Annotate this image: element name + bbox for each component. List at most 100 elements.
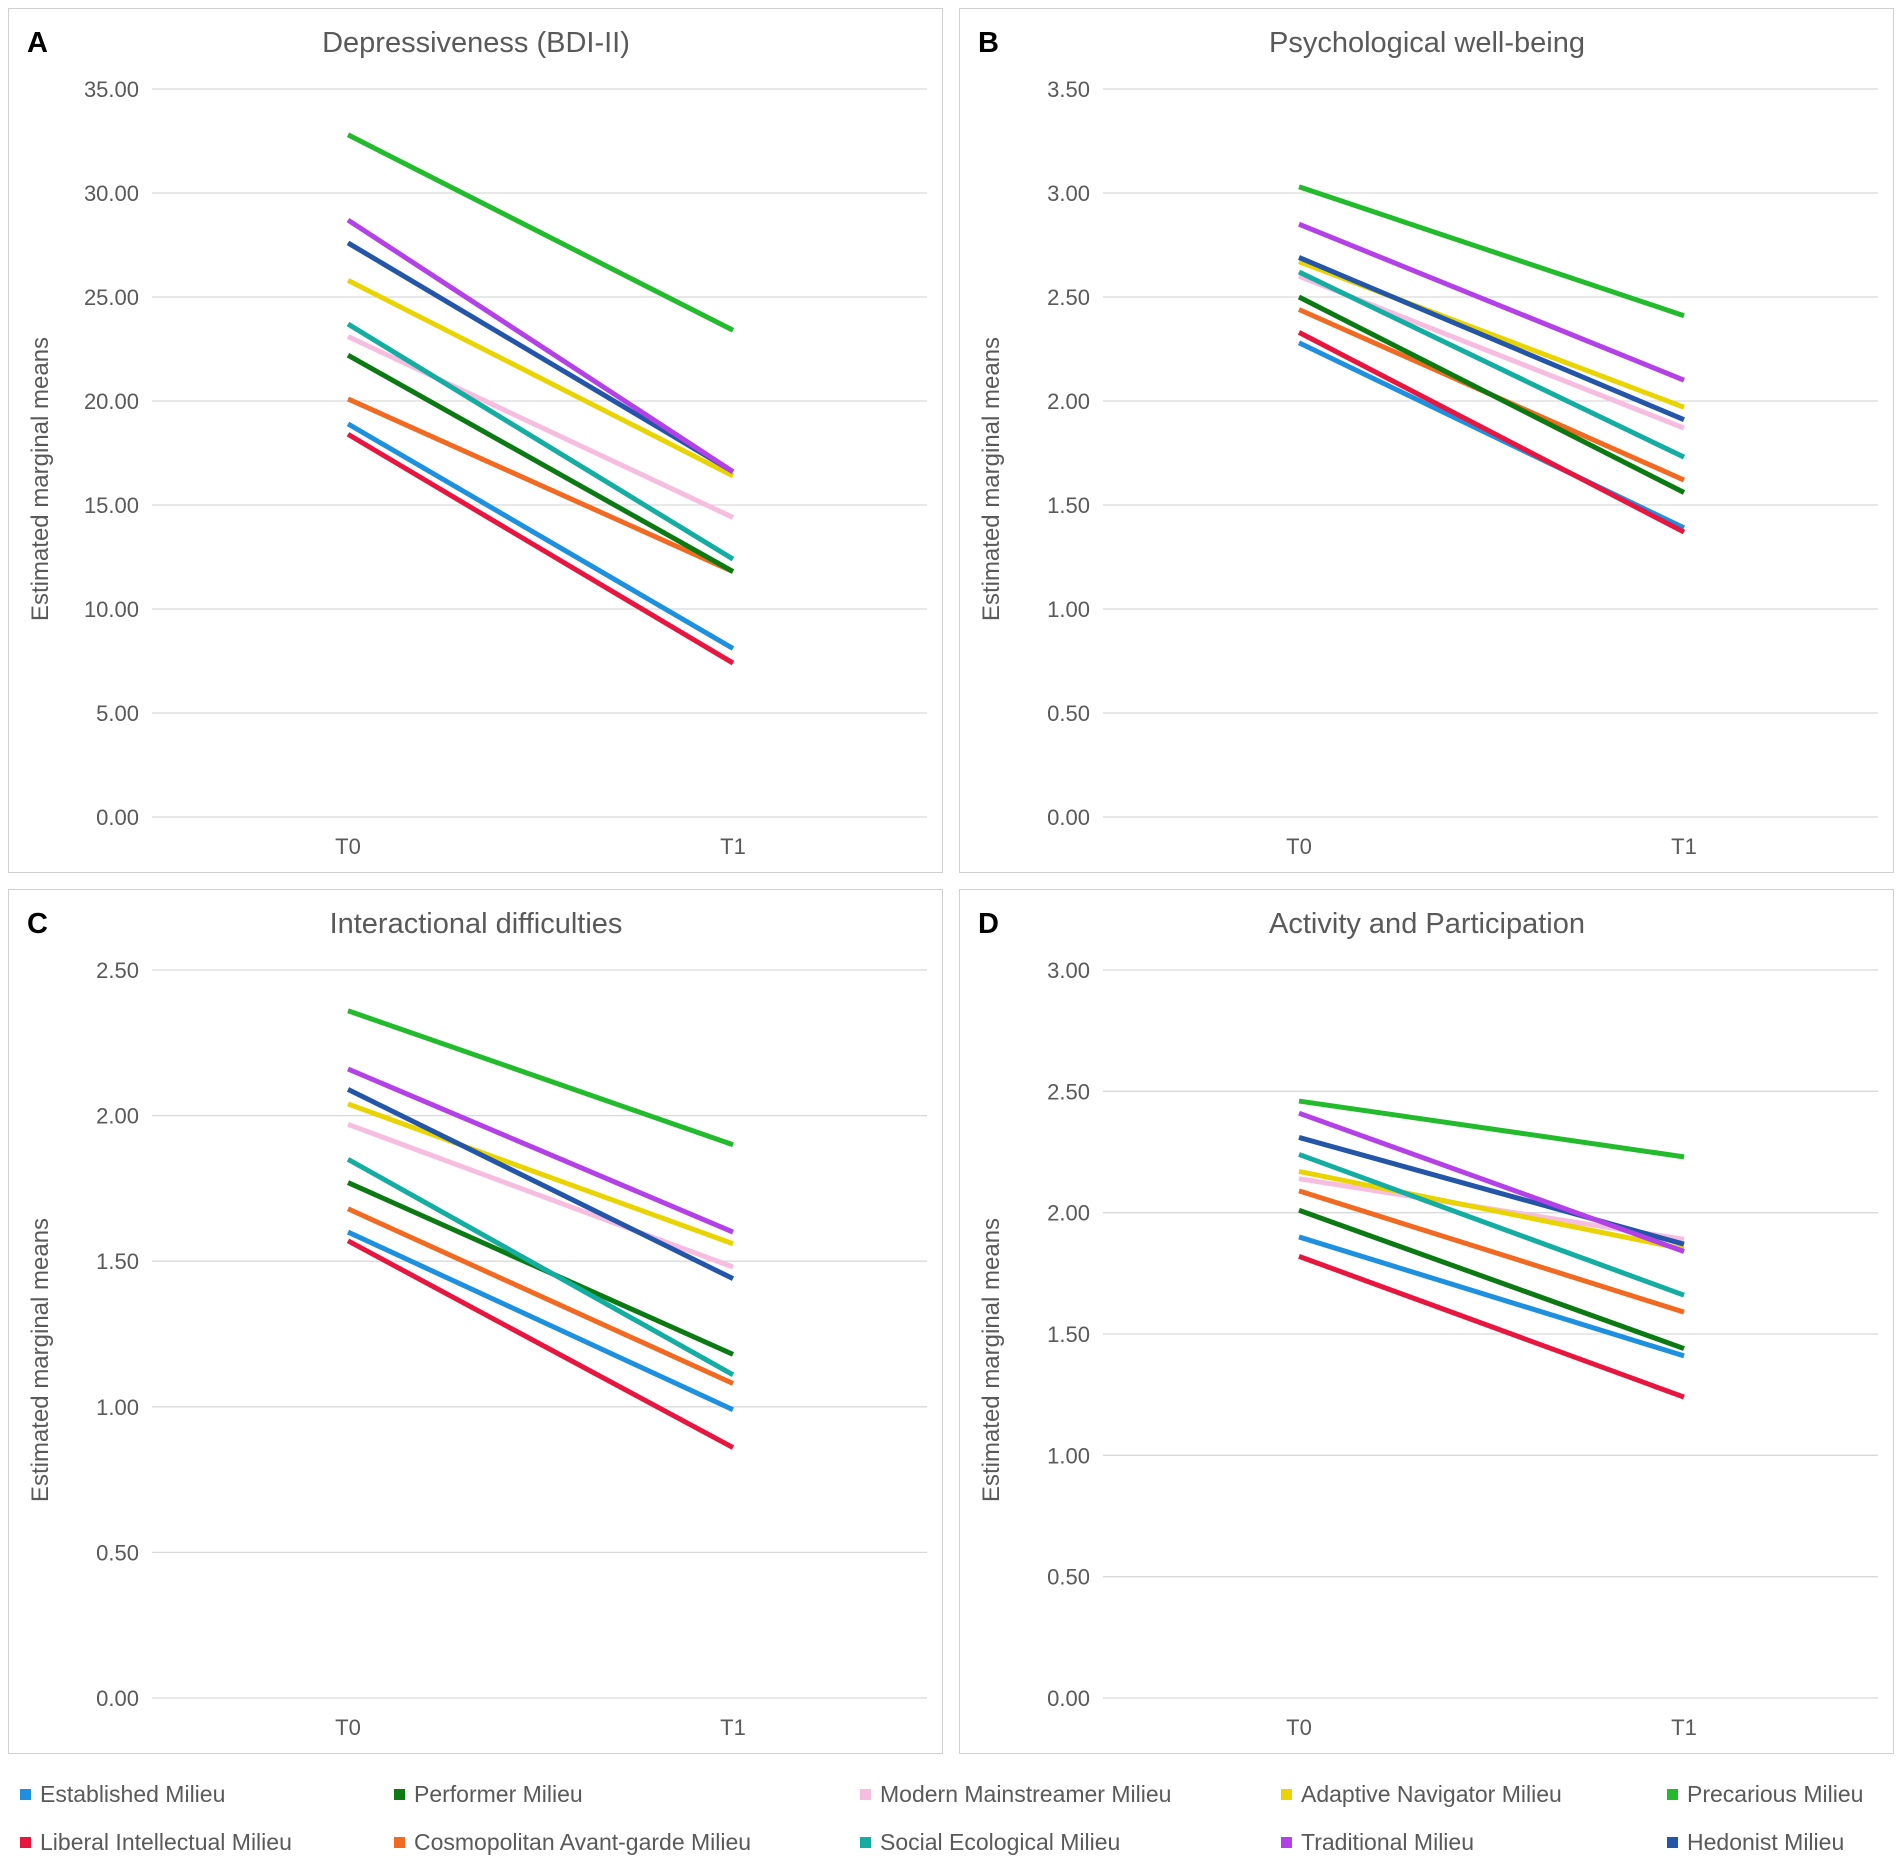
y-tick-label: 35.00	[84, 77, 139, 102]
x-tick-label: T1	[720, 834, 746, 859]
series-line-social-ecological-milieu	[1297, 269, 1686, 460]
y-tick-label: 0.50	[1047, 1565, 1090, 1590]
series-line-adaptive-navigator-milieu	[1298, 1168, 1685, 1252]
series-line-performer-milieu	[1297, 294, 1686, 495]
y-tick-label: 2.00	[1047, 1201, 1090, 1226]
y-tick-label: 3.00	[1047, 181, 1090, 206]
chart-svg-c: C Interactional difficulties Estimated mar…	[27, 908, 927, 1740]
series-line-modern-mainstreamer-milieu	[347, 1121, 734, 1270]
legend-label: Hedonist Milieu	[1687, 1829, 1845, 1855]
panel-letter: B	[978, 27, 999, 59]
series-line-performer-milieu	[1298, 1207, 1685, 1351]
chart-panel-a: A Depressiveness (BDI-II) Estimated margin…	[8, 8, 943, 873]
chart-title: Interactional difficulties	[330, 908, 623, 940]
y-tick-label: 15.00	[84, 493, 139, 518]
legend-label: Liberal Intellectual Milieu	[40, 1829, 292, 1855]
chart-title: Psychological well-being	[1269, 27, 1585, 59]
legend-item: Precarious Milieu	[1667, 1781, 1863, 1808]
legend-item: Traditional Milieu	[1281, 1829, 1474, 1856]
series-line-modern-mainstreamer-milieu	[346, 334, 735, 520]
x-tick-label: T1	[1671, 834, 1697, 859]
chart-panel-b: B Psychological well-being Estimated margi…	[959, 8, 1894, 873]
legend-swatch	[1281, 1789, 1292, 1800]
y-tick-label: 5.00	[96, 701, 139, 726]
series-line-hedonist-milieu	[346, 1087, 735, 1281]
y-tick-label: 1.00	[1047, 1443, 1090, 1468]
series-line-precarious-milieu	[1298, 184, 1685, 319]
y-tick-label: 25.00	[84, 285, 139, 310]
legend-label: Cosmopolitan Avant-garde Milieu	[414, 1829, 752, 1855]
legend-label: Social Ecological Milieu	[880, 1829, 1121, 1855]
series-line-adaptive-navigator-milieu	[346, 278, 735, 479]
series-line-social-ecological-milieu	[346, 1157, 735, 1377]
series-line-liberal-intellectual-milieu	[1298, 1253, 1685, 1400]
legend-label: Precarious Milieu	[1687, 1781, 1864, 1807]
legend-label: Traditional Milieu	[1301, 1829, 1474, 1855]
x-tick-label: T0	[1286, 1715, 1312, 1740]
y-tick-label: 2.50	[96, 958, 139, 983]
legend-swatch	[394, 1789, 405, 1800]
y-axis-label: Estimated marginal means	[978, 337, 1005, 621]
y-tick-label: 1.50	[1047, 1322, 1090, 1347]
y-axis-label: Estimated marginal means	[27, 1218, 54, 1502]
series-line-traditional-milieu	[1298, 221, 1685, 383]
x-tick-label: T1	[1671, 1715, 1697, 1740]
chart-panel-d: D Activity and Participation Estimated mar…	[959, 889, 1894, 1754]
chart-panel-c: C Interactional difficulties Estimated mar…	[8, 889, 943, 1754]
legend-item: Modern Mainstreamer Milieu	[860, 1781, 1171, 1808]
legend-item: Performer Milieu	[394, 1781, 583, 1808]
x-tick-label: T0	[1286, 834, 1312, 859]
y-tick-label: 10.00	[84, 597, 139, 622]
y-tick-label: 2.50	[1047, 285, 1090, 310]
y-tick-label: 1.50	[96, 1249, 139, 1274]
series-line-cosmopolitan-avant-garde-milieu	[346, 396, 735, 574]
y-tick-label: 1.50	[1047, 493, 1090, 518]
chart-title: Activity and Participation	[1269, 908, 1585, 940]
series-line-traditional-milieu	[347, 1066, 734, 1235]
y-tick-label: 0.00	[1047, 805, 1090, 830]
legend: Established Milieu Performer Milieu Modern…	[0, 1772, 1902, 1861]
legend-swatch	[1667, 1837, 1678, 1848]
series-line-precarious-milieu	[347, 1008, 734, 1148]
y-tick-label: 0.50	[96, 1540, 139, 1565]
y-tick-label: 20.00	[84, 389, 139, 414]
series-line-social-ecological-milieu	[1298, 1152, 1685, 1298]
series-line-liberal-intellectual-milieu	[346, 1238, 735, 1450]
panel-letter: C	[27, 908, 48, 940]
y-tick-label: 30.00	[84, 181, 139, 206]
y-tick-label: 1.00	[1047, 597, 1090, 622]
x-tick-label: T0	[335, 834, 361, 859]
y-axis-label: Estimated marginal means	[27, 337, 54, 621]
y-tick-label: 0.00	[96, 1686, 139, 1711]
legend-item: Cosmopolitan Avant-garde Milieu	[394, 1829, 751, 1856]
legend-label: Established Milieu	[40, 1781, 226, 1807]
series-line-cosmopolitan-avant-garde-milieu	[1298, 1188, 1685, 1315]
series-line-traditional-milieu	[1298, 1110, 1685, 1254]
legend-item: Hedonist Milieu	[1667, 1829, 1844, 1856]
legend-item: Established Milieu	[20, 1781, 225, 1808]
x-tick-label: T1	[720, 1715, 746, 1740]
legend-label: Adaptive Navigator Milieu	[1301, 1781, 1562, 1807]
legend-swatch	[860, 1789, 871, 1800]
y-tick-label: 0.00	[1047, 1686, 1090, 1711]
series-line-established-milieu	[1298, 1234, 1685, 1359]
legend-item: Adaptive Navigator Milieu	[1281, 1781, 1562, 1808]
legend-item: Social Ecological Milieu	[860, 1829, 1120, 1856]
y-tick-label: 0.00	[96, 805, 139, 830]
series-line-performer-milieu	[346, 353, 735, 574]
series-line-liberal-intellectual-milieu	[1297, 330, 1686, 535]
legend-swatch	[20, 1837, 31, 1848]
series-line-hedonist-milieu	[1298, 255, 1685, 423]
chart-svg-a: A Depressiveness (BDI-II) Estimated margin…	[27, 27, 927, 859]
chart-title: Depressiveness (BDI-II)	[322, 27, 630, 59]
y-tick-label: 0.50	[1047, 701, 1090, 726]
legend-swatch	[1667, 1789, 1678, 1800]
legend-swatch	[1281, 1837, 1292, 1848]
panel-letter: A	[27, 27, 48, 59]
y-tick-label: 3.00	[1047, 958, 1090, 983]
legend-swatch	[394, 1837, 405, 1848]
y-tick-label: 1.00	[96, 1395, 139, 1420]
series-line-traditional-milieu	[346, 217, 735, 474]
chart-svg-d: D Activity and Participation Estimated mar…	[978, 908, 1878, 1740]
panel-letter: D	[978, 908, 999, 940]
